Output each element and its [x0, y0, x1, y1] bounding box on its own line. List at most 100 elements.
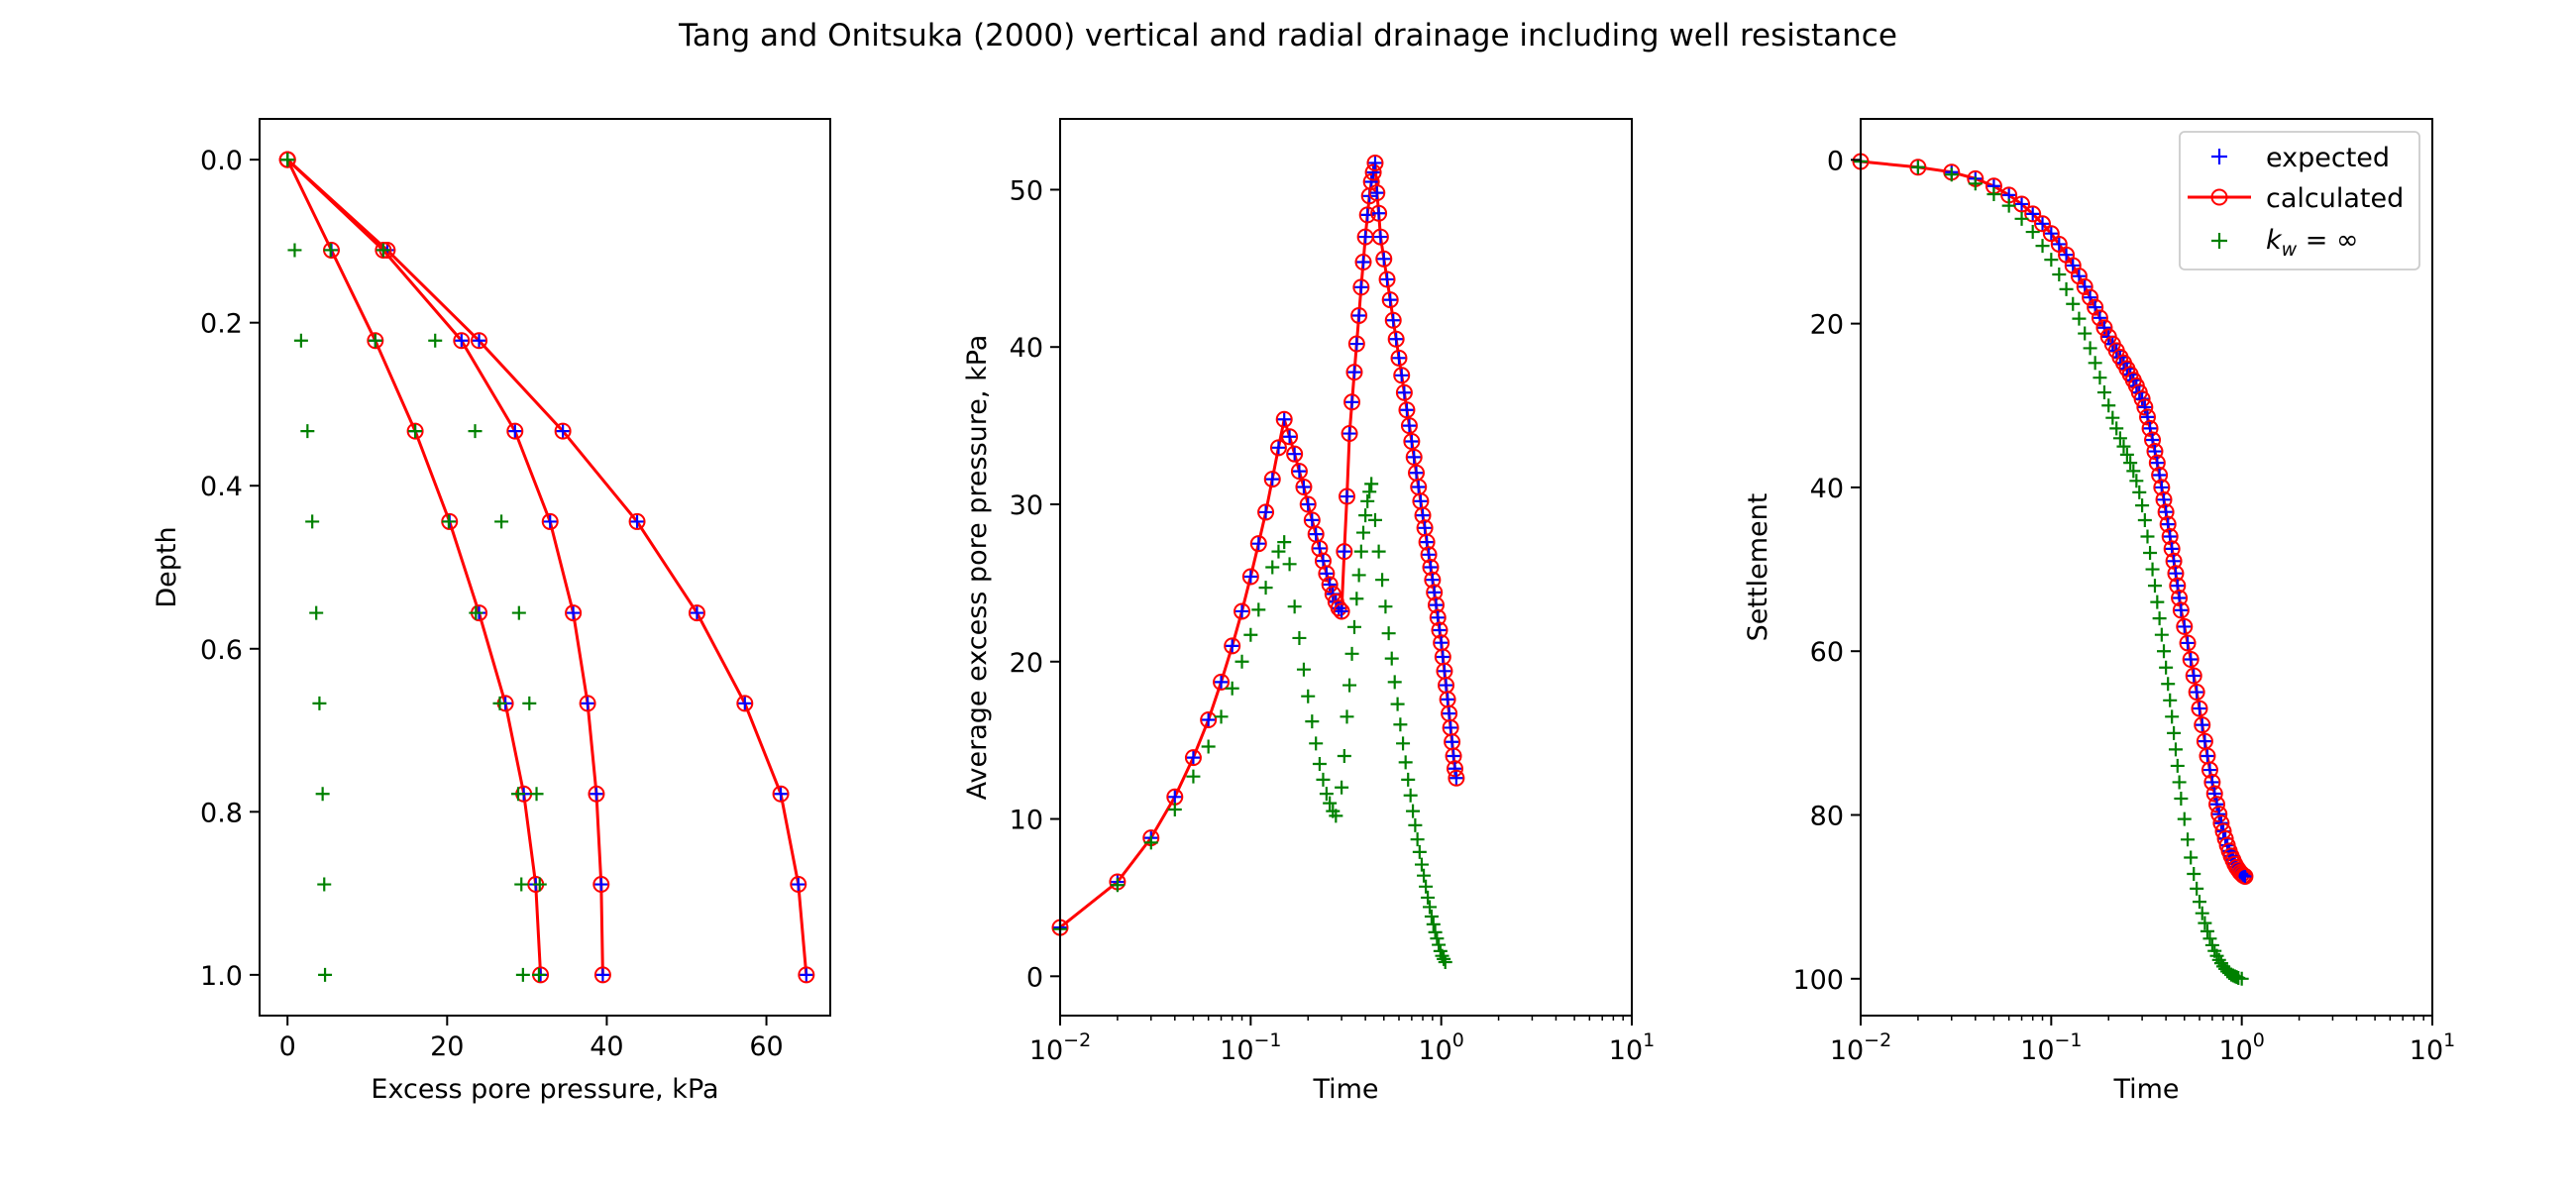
kw-inf-marker: [1271, 544, 1286, 559]
kw-inf-marker: [1251, 602, 1266, 617]
x-tick-label: 101: [1609, 1029, 1655, 1066]
calculated-marker: [1395, 383, 1413, 401]
kw-inf-marker: [1424, 909, 1439, 923]
expected-marker: [1418, 520, 1433, 535]
kw-inf-marker: [2145, 562, 2160, 577]
kw-inf-marker: [2109, 421, 2124, 436]
calculated-marker: [1200, 711, 1218, 729]
kw-inf-marker: [1362, 485, 1377, 499]
calculated-marker: [1275, 410, 1293, 428]
x-tick-label-base: 10: [1830, 1035, 1864, 1066]
kw-inf-marker: [2154, 627, 2169, 642]
calculated-marker: [1378, 270, 1396, 288]
expected-marker: [1366, 164, 1381, 179]
kw-inf-marker: [1910, 160, 1925, 174]
expected-marker: [581, 696, 595, 710]
kw-inf-marker: [2132, 485, 2147, 499]
expected-marker: [1234, 603, 1249, 618]
axes-frame: [1860, 118, 2433, 1017]
calculated-marker: [2091, 309, 2108, 327]
kw-inf-marker: [1426, 917, 1441, 931]
x-tick-label: 10−1: [2020, 1029, 2082, 1066]
kw-inf-marker: [1214, 709, 1229, 724]
calculated-marker: [1352, 278, 1370, 296]
x-tick-label-base: 10: [2218, 1035, 2252, 1066]
x-tick-label-base: 10: [2020, 1035, 2054, 1066]
expected-marker: [1349, 337, 1364, 352]
x-tick-label-exponent: 0: [2253, 1029, 2265, 1051]
kw-inf-marker: [2161, 677, 2176, 692]
kw-inf-marker: [1428, 924, 1443, 939]
expected-marker: [1448, 761, 1462, 776]
expected-marker: [1292, 464, 1307, 479]
kw-inf-marker: [2170, 758, 2185, 773]
legend-frame: [2179, 131, 2420, 270]
calculated-marker: [2136, 398, 2154, 416]
calculated-marker: [1338, 487, 1355, 505]
kw-inf-marker: [1309, 736, 1324, 751]
kw-inf-marker: [2135, 498, 2150, 513]
calculated-marker: [1299, 495, 1317, 513]
calculated-marker: [1445, 747, 1462, 765]
expected-marker: [593, 877, 608, 892]
calculated-marker: [2194, 716, 2211, 734]
kw-inf-marker: [532, 877, 547, 892]
calculated-marker: [628, 512, 646, 530]
kw-inf-marker: [1423, 900, 1438, 915]
kw-inf-marker: [2234, 971, 2249, 986]
y-tick-label: 40: [1810, 474, 1844, 504]
kw-inf-marker: [1258, 581, 1273, 595]
x-tick-label-base: 10: [1029, 1035, 1063, 1066]
expected-marker: [2177, 619, 2192, 634]
x-tick-label-exponent: −1: [2055, 1029, 2083, 1051]
x-tick-label-exponent: −1: [1254, 1029, 1282, 1051]
kw-inf-marker: [1408, 817, 1423, 832]
kw-inf-marker: [2202, 931, 2217, 946]
y-tick-label: 60: [1810, 637, 1844, 668]
expected-marker: [2198, 734, 2212, 749]
figure-title: Tang and Onitsuka (2000) vertical and ra…: [678, 18, 1897, 54]
expected-marker: [2207, 787, 2222, 802]
expected-marker: [2200, 749, 2214, 764]
calculated-marker: [1420, 546, 1438, 564]
y-axis-label: Depth: [152, 526, 182, 607]
expected-marker: [1442, 706, 1456, 721]
expected-marker: [2213, 815, 2228, 830]
calculated-marker: [1370, 204, 1388, 222]
calculated-marker: [2167, 565, 2185, 583]
x-tick-label: 101: [2410, 1029, 2455, 1066]
calculated-marker: [2013, 195, 2031, 213]
calculated-marker: [1290, 463, 1308, 481]
calculated-marker: [2148, 454, 2166, 472]
calculated-marker: [593, 966, 611, 984]
expected-marker: [1397, 385, 1412, 400]
kw-inf-marker: [309, 605, 324, 620]
expected-marker: [1309, 527, 1324, 542]
calculated-marker: [2165, 552, 2183, 570]
kw-inf-marker: [1381, 626, 1396, 641]
expected-marker: [1413, 493, 1428, 508]
calculated-marker: [790, 876, 807, 894]
calculated-marker: [1390, 349, 1408, 367]
y-tick-label: 1.0: [200, 961, 243, 992]
expected-marker: [2209, 797, 2224, 811]
kw-inf-marker: [1225, 681, 1239, 696]
x-tick-label-exponent: 1: [1643, 1029, 1655, 1051]
calculated-marker: [1311, 539, 1329, 557]
kw-inf-marker: [1201, 739, 1216, 754]
expected-marker: [737, 696, 752, 710]
expected-marker: [1251, 536, 1266, 551]
kw-inf-marker: [2193, 895, 2206, 910]
expected-marker: [1439, 678, 1453, 693]
expected-marker: [1394, 368, 1409, 382]
y-tick-label: 0: [1827, 146, 1844, 176]
legend-kw-rest: = ∞: [2297, 225, 2358, 256]
kw-inf-marker: [1414, 857, 1429, 872]
kw-inf-marker: [2157, 644, 2172, 659]
expected-marker: [2181, 635, 2196, 650]
kw-inf-marker: [305, 514, 320, 529]
kw-inf-marker: [2001, 198, 2016, 213]
kw-inf-marker: [2129, 474, 2144, 488]
calculated-marker: [1213, 673, 1231, 691]
calculated-marker: [565, 604, 583, 622]
